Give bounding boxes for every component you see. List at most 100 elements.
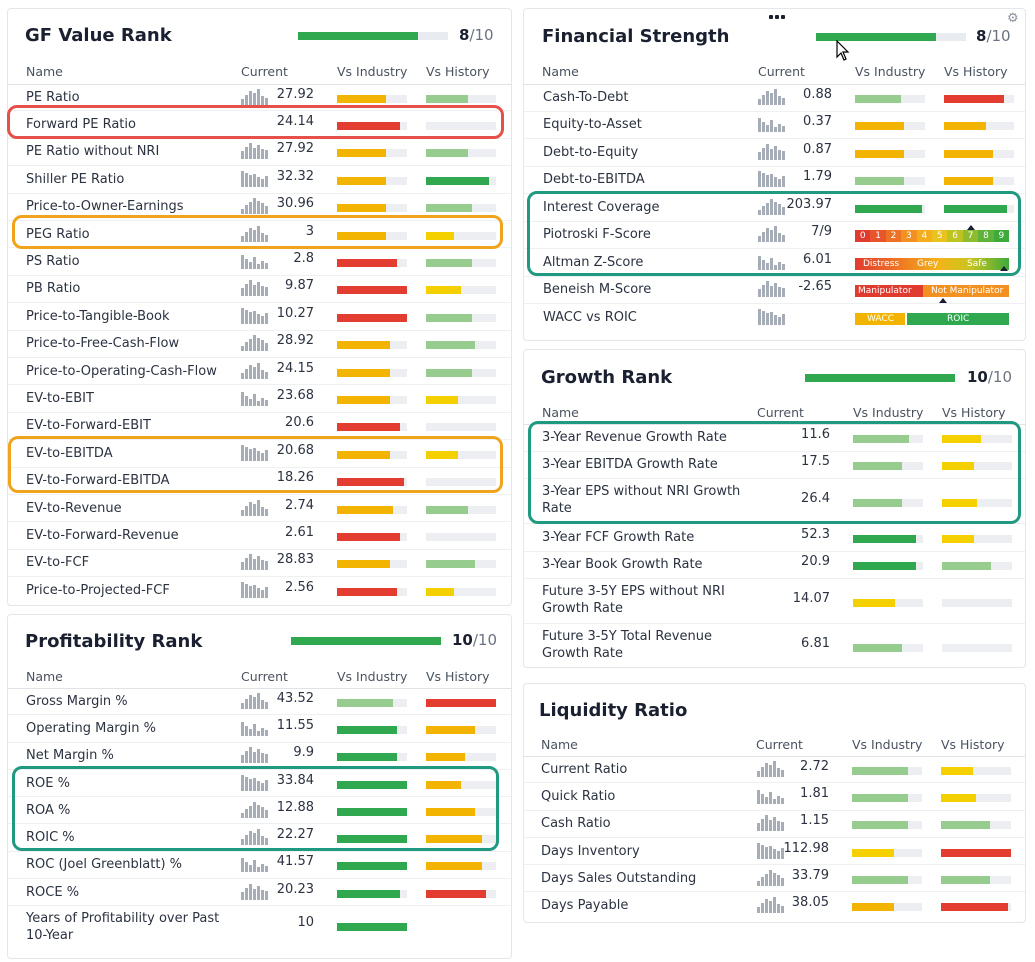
table-row[interactable]: Interest Coverage 203.97 bbox=[524, 194, 1025, 222]
row-name[interactable]: 3-Year FCF Growth Rate bbox=[542, 529, 695, 545]
table-row[interactable]: Quick Ratio 1.81 bbox=[524, 783, 1025, 811]
row-name[interactable]: Cash-To-Debt bbox=[543, 89, 629, 105]
table-row[interactable]: Altman Z-Score 6.01 Distress Grey Safe bbox=[524, 249, 1025, 277]
table-row[interactable]: Debt-to-Equity 0.87 bbox=[524, 139, 1025, 167]
row-name[interactable]: Days Sales Outstanding bbox=[541, 870, 697, 886]
gear-icon[interactable]: ⚙ bbox=[1007, 10, 1019, 25]
financial-sparkline-icon[interactable] bbox=[758, 88, 785, 105]
profitability-sparkline-icon[interactable] bbox=[241, 692, 268, 709]
table-row[interactable]: Years of Profitability over Past 10-Year… bbox=[8, 906, 511, 946]
table-row[interactable]: Price-to-Projected-FCF 2.56 bbox=[8, 577, 511, 604]
row-name[interactable]: Operating Margin % bbox=[26, 720, 157, 736]
table-row[interactable]: 3-Year FCF Growth Rate 52.3 bbox=[524, 524, 1025, 552]
table-row[interactable]: 3-Year Book Growth Rate 20.9 bbox=[524, 552, 1025, 579]
row-name[interactable]: Price-to-Tangible-Book bbox=[26, 308, 170, 324]
row-name[interactable]: EV-to-Revenue bbox=[26, 500, 122, 516]
row-name[interactable]: Beneish M-Score bbox=[543, 282, 652, 298]
table-row[interactable]: ROCE % 20.23 bbox=[8, 879, 511, 907]
row-name[interactable]: Gross Margin % bbox=[26, 693, 128, 709]
table-row[interactable]: Days Inventory 112.98 bbox=[524, 838, 1025, 866]
row-name[interactable]: EV-to-EBIT bbox=[26, 391, 94, 407]
table-row[interactable]: EV-to-EBIT 23.68 bbox=[8, 385, 511, 413]
row-name[interactable]: PE Ratio without NRI bbox=[26, 144, 160, 160]
table-row[interactable]: ROE % 33.84 bbox=[8, 770, 511, 798]
gf-value-sparkline-icon[interactable] bbox=[241, 499, 268, 516]
gf-value-sparkline-icon[interactable] bbox=[241, 554, 268, 571]
row-name[interactable]: Debt-to-Equity bbox=[543, 144, 639, 160]
row-name[interactable]: Forward PE Ratio bbox=[26, 117, 136, 133]
table-row[interactable]: Days Payable 38.05 bbox=[524, 893, 1025, 920]
row-name[interactable]: EV-to-Forward-Revenue bbox=[26, 528, 179, 544]
table-row[interactable]: Price-to-Free-Cash-Flow 28.92 bbox=[8, 331, 511, 358]
gf-value-sparkline-icon[interactable] bbox=[241, 280, 268, 297]
row-name[interactable]: ROC (Joel Greenblatt) % bbox=[26, 857, 183, 873]
liquidity-sparkline-icon[interactable] bbox=[757, 788, 784, 804]
table-row[interactable]: Price-to-Owner-Earnings 30.96 bbox=[8, 194, 511, 221]
table-row[interactable]: EV-to-Revenue 2.74 bbox=[8, 495, 511, 523]
financial-sparkline-icon[interactable] bbox=[758, 254, 785, 270]
table-row[interactable]: Operating Margin % 11.55 bbox=[8, 715, 511, 743]
gf-value-sparkline-icon[interactable] bbox=[241, 390, 268, 407]
table-row[interactable]: EV-to-Forward-EBITDA 18.26 bbox=[8, 468, 511, 495]
row-name[interactable]: 3-Year Book Growth Rate bbox=[542, 557, 703, 573]
table-row[interactable]: PE Ratio 27.92 bbox=[8, 84, 511, 112]
row-name[interactable]: 3-Year EPS without NRI Growth Rate bbox=[542, 484, 741, 516]
table-row[interactable]: Current Ratio 2.72 bbox=[524, 756, 1025, 784]
row-name[interactable]: EV-to-EBITDA bbox=[26, 445, 113, 461]
row-name[interactable]: Altman Z-Score bbox=[543, 254, 644, 270]
row-name[interactable]: EV-to-Forward-EBITDA bbox=[26, 473, 170, 489]
table-row[interactable]: PEG Ratio 3 bbox=[8, 221, 511, 249]
row-name[interactable]: Days Inventory bbox=[541, 843, 640, 859]
row-name[interactable]: PE Ratio bbox=[26, 89, 80, 105]
row-name[interactable]: Price-to-Projected-FCF bbox=[26, 582, 170, 598]
gf-value-sparkline-icon[interactable] bbox=[241, 198, 268, 215]
table-row[interactable]: Beneish M-Score -2.65 Manipulator Not Manip… bbox=[524, 277, 1025, 304]
table-row[interactable]: Days Sales Outstanding 33.79 bbox=[524, 865, 1025, 893]
row-name[interactable]: Interest Coverage bbox=[543, 199, 660, 215]
row-name[interactable]: 3-Year Revenue Growth Rate bbox=[542, 429, 727, 445]
financial-sparkline-icon[interactable] bbox=[758, 143, 785, 160]
gf-value-sparkline-icon[interactable] bbox=[241, 307, 268, 324]
table-row[interactable]: Piotroski F-Score 7/9 0 1 2 3 4 5 6 7 8 9 bbox=[524, 222, 1025, 249]
financial-sparkline-icon[interactable] bbox=[758, 116, 785, 133]
table-row[interactable]: Net Margin % 9.9 bbox=[8, 743, 511, 770]
liquidity-sparkline-icon[interactable] bbox=[757, 869, 784, 886]
profitability-sparkline-icon[interactable] bbox=[241, 720, 268, 736]
more-options-icon[interactable] bbox=[769, 15, 785, 19]
table-row[interactable]: EV-to-EBITDA 20.68 bbox=[8, 440, 511, 468]
gf-value-sparkline-icon[interactable] bbox=[241, 170, 268, 187]
profitability-sparkline-icon[interactable] bbox=[241, 829, 268, 846]
financial-sparkline-icon[interactable] bbox=[758, 198, 785, 215]
liquidity-sparkline-icon[interactable] bbox=[757, 842, 784, 859]
profitability-sparkline-icon[interactable] bbox=[241, 856, 268, 873]
table-row[interactable]: Future 3-5Y Total Revenue Growth Rate 6.8… bbox=[524, 624, 1025, 669]
table-row[interactable]: Forward PE Ratio 24.14 bbox=[8, 111, 511, 139]
table-row[interactable]: EV-to-FCF 28.83 bbox=[8, 550, 511, 578]
gf-value-sparkline-icon[interactable] bbox=[241, 444, 268, 461]
table-row[interactable]: Equity-to-Asset 0.37 bbox=[524, 112, 1025, 139]
table-row[interactable]: PE Ratio without NRI 27.92 bbox=[8, 139, 511, 167]
row-name[interactable]: 3-Year EBITDA Growth Rate bbox=[542, 457, 718, 473]
row-name[interactable]: EV-to-Forward-EBIT bbox=[26, 418, 151, 434]
table-row[interactable]: ROIC % 22.27 bbox=[8, 825, 511, 852]
row-name[interactable]: Price-to-Owner-Earnings bbox=[26, 199, 184, 215]
gf-value-sparkline-icon[interactable] bbox=[241, 362, 268, 379]
table-row[interactable]: EV-to-Forward-EBIT 20.6 bbox=[8, 413, 511, 441]
row-name[interactable]: ROA % bbox=[26, 802, 71, 818]
table-row[interactable]: 3-Year Revenue Growth Rate 11.6 bbox=[524, 424, 1025, 452]
row-name[interactable]: Cash Ratio bbox=[541, 816, 611, 832]
financial-sparkline-icon[interactable] bbox=[758, 171, 785, 188]
liquidity-sparkline-icon[interactable] bbox=[757, 897, 784, 914]
table-row[interactable]: PB Ratio 9.87 bbox=[8, 276, 511, 304]
row-name[interactable]: Debt-to-EBITDA bbox=[543, 172, 645, 188]
table-row[interactable]: Debt-to-EBITDA 1.79 bbox=[524, 167, 1025, 194]
table-row[interactable]: 3-Year EPS without NRI Growth Rate 26.4 bbox=[524, 479, 1025, 524]
profitability-sparkline-icon[interactable] bbox=[241, 883, 268, 900]
row-name[interactable]: Net Margin % bbox=[26, 748, 114, 764]
table-row[interactable]: Cash Ratio 1.15 bbox=[524, 811, 1025, 838]
table-row[interactable]: Future 3-5Y EPS without NRI Growth Rate 1… bbox=[524, 579, 1025, 624]
gf-value-sparkline-icon[interactable] bbox=[241, 225, 268, 242]
table-row[interactable]: Price-to-Operating-Cash-Flow 24.15 bbox=[8, 358, 511, 386]
gf-value-sparkline-icon[interactable] bbox=[241, 143, 268, 160]
gf-value-sparkline-icon[interactable] bbox=[241, 335, 268, 352]
